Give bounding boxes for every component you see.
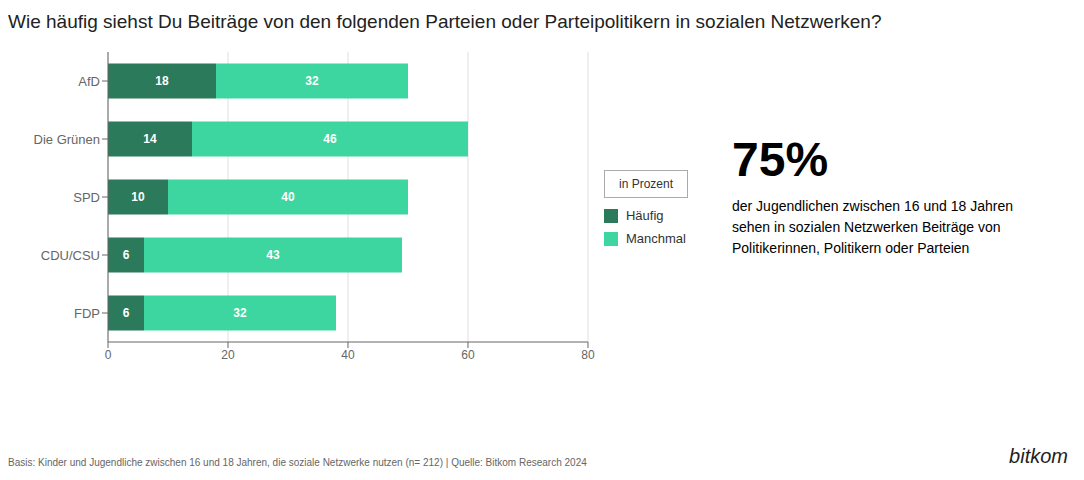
svg-text:20: 20 [221, 348, 235, 362]
svg-text:60: 60 [461, 348, 475, 362]
html-text:bitkom: bitkom [1009, 445, 1068, 467]
svg-text:CDU/CSU: CDU/CSU [41, 248, 100, 263]
svg-text:Die Grünen: Die Grünen [34, 132, 100, 147]
html-text:Wie häufig siehst Du Beiträge: Wie häufig siehst Du Beiträge von den fo… [8, 11, 882, 32]
svg-text:32: 32 [233, 306, 247, 320]
html-text:Basis: Kinder und Jugendliche: Basis: Kinder und Jugendliche zwischen 1… [8, 457, 587, 468]
svg-text:6: 6 [123, 248, 130, 262]
svg-text:40: 40 [281, 190, 295, 204]
html-text:der Jugendlichen zwischen 16 u: der Jugendlichen zwischen 16 und 18 Jahr… [732, 198, 1013, 256]
svg-text:14: 14 [143, 132, 157, 146]
svg-text:46: 46 [323, 132, 337, 146]
svg-text:10: 10 [131, 190, 145, 204]
svg-text:FDP: FDP [74, 306, 100, 321]
svg-text:40: 40 [341, 348, 355, 362]
html-text:Häufig: Häufig [626, 208, 664, 223]
svg-text:AfD: AfD [78, 74, 100, 89]
svg-text:43: 43 [266, 248, 280, 262]
svg-text:0: 0 [105, 348, 112, 362]
svg-text:18: 18 [155, 74, 169, 88]
svg-text:SPD: SPD [73, 190, 100, 205]
html-text:75%: 75% [732, 133, 829, 186]
html-text:in Prozent: in Prozent [619, 177, 673, 191]
html-text:Manchmal: Manchmal [626, 231, 686, 246]
svg-text:6: 6 [123, 306, 130, 320]
svg-text:80: 80 [581, 348, 595, 362]
svg-text:32: 32 [305, 74, 319, 88]
